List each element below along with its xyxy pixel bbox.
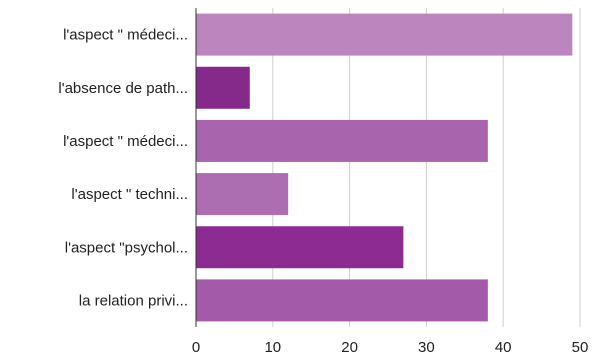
category-label-1: l'absence de path... xyxy=(58,80,188,97)
gridlines xyxy=(195,8,581,327)
category-label-5: la relation privi... xyxy=(79,292,188,309)
category-labels: l'aspect " médeci... l'absence de path...… xyxy=(58,27,188,310)
x-tick-label-1: 10 xyxy=(264,339,281,356)
x-tick-label-0: 0 xyxy=(192,339,200,356)
category-label-2: l'aspect " médeci... xyxy=(63,133,188,150)
x-tick-labels: 0 10 20 30 40 50 xyxy=(192,339,589,356)
bar-5[interactable] xyxy=(196,279,488,322)
x-tick-label-2: 20 xyxy=(341,339,358,356)
bar-2[interactable] xyxy=(196,119,488,162)
bars xyxy=(196,13,573,322)
bar-0[interactable] xyxy=(196,13,573,56)
bar-4[interactable] xyxy=(196,226,404,269)
category-label-4: l'aspect "psychol... xyxy=(65,239,188,256)
x-tick-label-4: 40 xyxy=(495,339,512,356)
x-tick-label-3: 30 xyxy=(418,339,435,356)
bar-1[interactable] xyxy=(196,66,250,109)
x-tick-label-5: 50 xyxy=(572,339,589,356)
category-label-3: l'aspect " techni... xyxy=(71,186,188,203)
category-label-0: l'aspect " médeci... xyxy=(63,27,188,44)
bar-3[interactable] xyxy=(196,173,289,216)
